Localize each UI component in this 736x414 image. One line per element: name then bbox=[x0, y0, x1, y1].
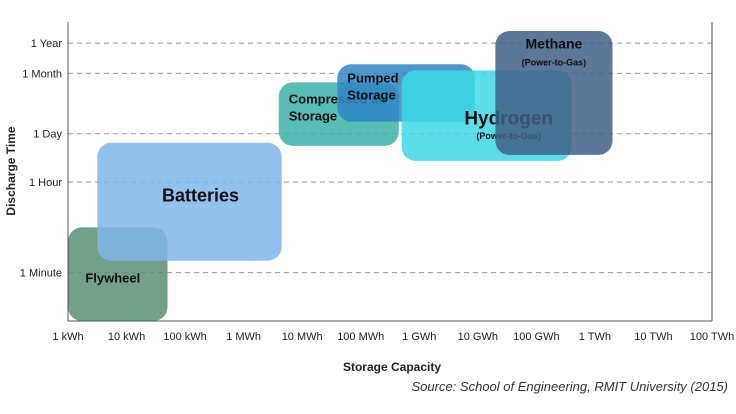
region-compressed-air-storage-label-line2: Storage bbox=[289, 108, 337, 123]
x-tick-label: 1 MWh bbox=[226, 331, 261, 343]
x-tick-label: 100 TWh bbox=[690, 331, 734, 343]
source-caption: Source: School of Engineering, RMIT Univ… bbox=[411, 379, 728, 394]
y-tick-label: 1 Hour bbox=[29, 177, 62, 189]
y-axis-title: Discharge Time bbox=[4, 126, 18, 215]
y-tick-label: 1 Month bbox=[22, 68, 62, 80]
x-tick-label: 100 GWh bbox=[513, 331, 559, 343]
y-tick-label: 1 Minute bbox=[20, 268, 62, 280]
x-tick-label: 1 TWh bbox=[579, 331, 611, 343]
region-pumped-storage-label-line1: Pumped bbox=[347, 71, 398, 86]
y-tick-label: 1 Day bbox=[33, 129, 62, 141]
x-tick-label: 10 kWh bbox=[108, 331, 145, 343]
region-methane: Methane (Power-to-Gas) bbox=[495, 31, 613, 155]
x-tick-label: 100 kWh bbox=[163, 331, 206, 343]
x-tick-label: 10 TWh bbox=[634, 331, 672, 343]
region-batteries-box bbox=[97, 142, 282, 261]
y-tick-label: 1 Year bbox=[31, 38, 63, 50]
region-methane-box bbox=[495, 31, 613, 155]
region-batteries: Batteries bbox=[97, 142, 282, 261]
x-tick-label: 1 GWh bbox=[402, 331, 436, 343]
x-axis-title: Storage Capacity bbox=[343, 360, 441, 374]
region-batteries-label: Batteries bbox=[162, 186, 239, 206]
region-flywheel-label: Flywheel bbox=[85, 271, 140, 286]
x-tick-label: 100 MWh bbox=[337, 331, 384, 343]
x-tick-label: 10 MWh bbox=[282, 331, 323, 343]
region-methane-subtitle: (Power-to-Gas) bbox=[522, 58, 587, 68]
region-pumped-storage-label-line2: Storage bbox=[347, 88, 395, 103]
tick-labels: 1 Minute 1 Hour 1 Day 1 Month 1 Year 1 kWh 10 … bbox=[20, 38, 734, 343]
x-tick-label: 10 GWh bbox=[458, 331, 498, 343]
x-tick-label: 1 kWh bbox=[52, 331, 83, 343]
axes bbox=[67, 22, 713, 322]
region-methane-label: Methane bbox=[526, 35, 583, 51]
